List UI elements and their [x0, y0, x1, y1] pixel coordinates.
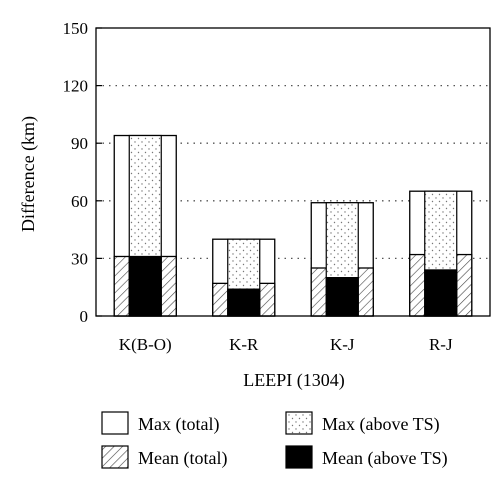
legend-swatch [101, 445, 129, 469]
legend-label: Max (total) [138, 414, 219, 435]
x-tick-label: K-R [229, 335, 259, 354]
legend-swatch [101, 411, 129, 435]
x-axis-label: LEEPI (1304) [243, 370, 344, 391]
y-axis-label: Difference (km) [18, 116, 39, 232]
legend-swatch [285, 445, 313, 469]
bar-mean-above-ts [424, 269, 458, 317]
x-tick-label: K-J [330, 335, 355, 354]
legend-label: Mean (above TS) [322, 448, 448, 469]
y-tick-label: 0 [80, 307, 89, 326]
bar-mean-above-ts [325, 277, 359, 317]
y-tick-label: 90 [71, 134, 88, 153]
legend-swatch [285, 411, 313, 435]
legend: Max (total) Max (above TS) Mean (total) Mea… [101, 411, 448, 469]
y-tick-label: 150 [63, 19, 89, 38]
plot-frame [95, 27, 491, 317]
bar-mean-above-ts [227, 288, 261, 317]
x-tick-label: R-J [429, 335, 453, 354]
y-tick-label: 60 [71, 192, 88, 211]
legend-label: Max (above TS) [322, 414, 440, 435]
y-tick-label: 120 [63, 77, 89, 96]
bar-mean-above-ts [128, 255, 162, 317]
y-tick-label: 30 [71, 249, 88, 268]
legend-label: Mean (total) [138, 448, 227, 469]
x-tick-label: K(B-O) [119, 335, 172, 354]
